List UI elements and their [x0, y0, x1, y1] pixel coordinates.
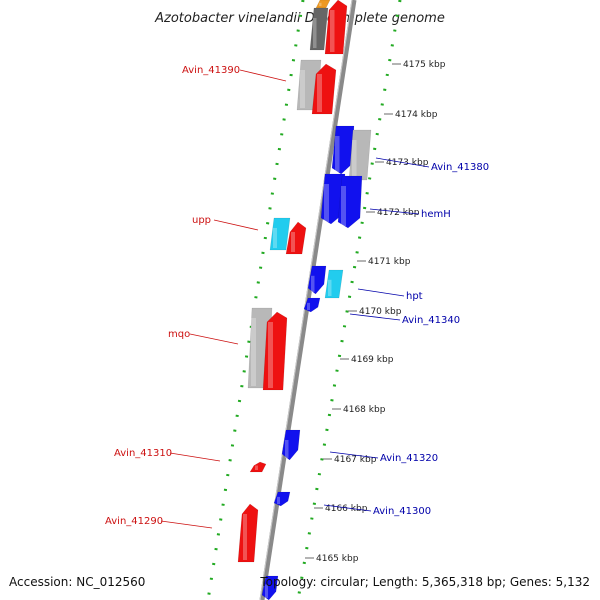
gene-blue-41340-shade: [307, 302, 310, 310]
gene-grey-mqo-shade: [251, 318, 256, 386]
gene-red-top: [324, 0, 348, 55]
gene-blue-41300-shade: [277, 496, 280, 504]
tick-label-5: 4170 kbp: [359, 307, 402, 317]
label-right-5: Avin_41300: [373, 506, 431, 517]
gene-blue-41380-shade: [335, 136, 340, 172]
leader-right-2: [357, 288, 405, 297]
label-right-4: Avin_41320: [380, 453, 438, 464]
leader-right-4: [329, 451, 379, 459]
gene-dark-grey-top-shade: [313, 18, 317, 48]
leader-left-0: [239, 69, 287, 82]
tick-label-6: 4169 kbp: [351, 355, 394, 365]
gene-cyan-upp: [269, 217, 291, 251]
tick-label-1: 4174 kbp: [395, 110, 438, 120]
leader-left-4: [160, 520, 213, 529]
label-left-4: Avin_41290: [105, 516, 163, 527]
leader-right-3: [349, 313, 401, 321]
gene-red-41390-shade: [317, 74, 322, 112]
leader-right-0: [375, 157, 430, 168]
gene-blue-bottom: [261, 575, 279, 600]
label-left-1: upp: [192, 215, 211, 226]
gene-blue-hpt: [307, 265, 327, 295]
gene-red-41310: [249, 461, 267, 473]
gene-orange-top: [315, 0, 331, 9]
label-right-3: Avin_41340: [402, 315, 460, 326]
gene-red-upp-shade: [291, 232, 295, 252]
gene-blue-hemh-b: [337, 175, 363, 229]
leader-left-1: [213, 219, 259, 231]
accession-text: Accession: NC_012560: [9, 575, 146, 589]
gene-grey-41380: [348, 129, 372, 181]
gene-red-mqo: [262, 311, 288, 391]
tick-label-10: 4165 kbp: [316, 554, 359, 564]
gene-grey-41390-shade: [300, 70, 305, 108]
tick-label-0: 4175 kbp: [403, 60, 446, 70]
gene-layer: [237, 0, 372, 600]
label-right-1: hemH: [421, 209, 451, 220]
gene-red-41290: [237, 503, 259, 563]
gene-blue-41320: [281, 429, 301, 461]
gene-red-upp: [285, 221, 307, 255]
label-right-2: hpt: [406, 291, 423, 302]
leader-left-3: [169, 452, 221, 462]
tick-label-7: 4168 kbp: [343, 405, 386, 415]
tick-label-4: 4171 kbp: [368, 257, 411, 267]
topology-summary: Topology: circular; Length: 5,365,318 bp…: [260, 575, 590, 589]
leader-left-2: [189, 333, 239, 345]
leader-right-5: [323, 504, 372, 512]
gene-dark-grey-top: [309, 7, 329, 51]
label-right-0: Avin_41380: [431, 162, 489, 173]
gene-blue-41340: [303, 297, 321, 313]
gene-blue-hpt-shade: [311, 275, 315, 292]
label-left-0: Avin_41390: [182, 65, 240, 76]
gene-red-41290-shade: [243, 514, 247, 560]
map-title: Azotobacter vinelandii DJ, complete geno…: [154, 11, 445, 26]
gene-blue-41380: [331, 125, 355, 175]
gene-blue-41300: [273, 491, 291, 507]
gene-cyan-hpt-shade: [328, 279, 332, 296]
gene-red-top-shade: [330, 10, 335, 52]
label-left-3: Avin_41310: [114, 448, 172, 459]
tick-label-9: 4166 kbp: [325, 504, 368, 514]
gene-red-mqo-shade: [268, 322, 273, 388]
gene-grey-41380-shade: [352, 140, 357, 178]
gene-orange-top-shade: [319, 2, 322, 6]
label-left-2: mqo: [168, 329, 190, 340]
gene-blue-41320-shade: [285, 440, 289, 458]
gene-blue-hemh-b-shade: [341, 186, 346, 226]
gene-cyan-hpt: [324, 269, 344, 299]
tick-label-8: 4167 kbp: [334, 455, 377, 465]
tick-label-3: 4172 kbp: [377, 208, 420, 218]
leader-right-1: [369, 208, 420, 215]
gene-cyan-upp-shade: [273, 228, 277, 248]
gene-red-41310-shade: [255, 465, 258, 470]
gene-blue-bottom-shade: [265, 584, 268, 598]
gene-blue-hemh-a-shade: [324, 184, 329, 222]
gene-red-41390: [311, 63, 337, 115]
